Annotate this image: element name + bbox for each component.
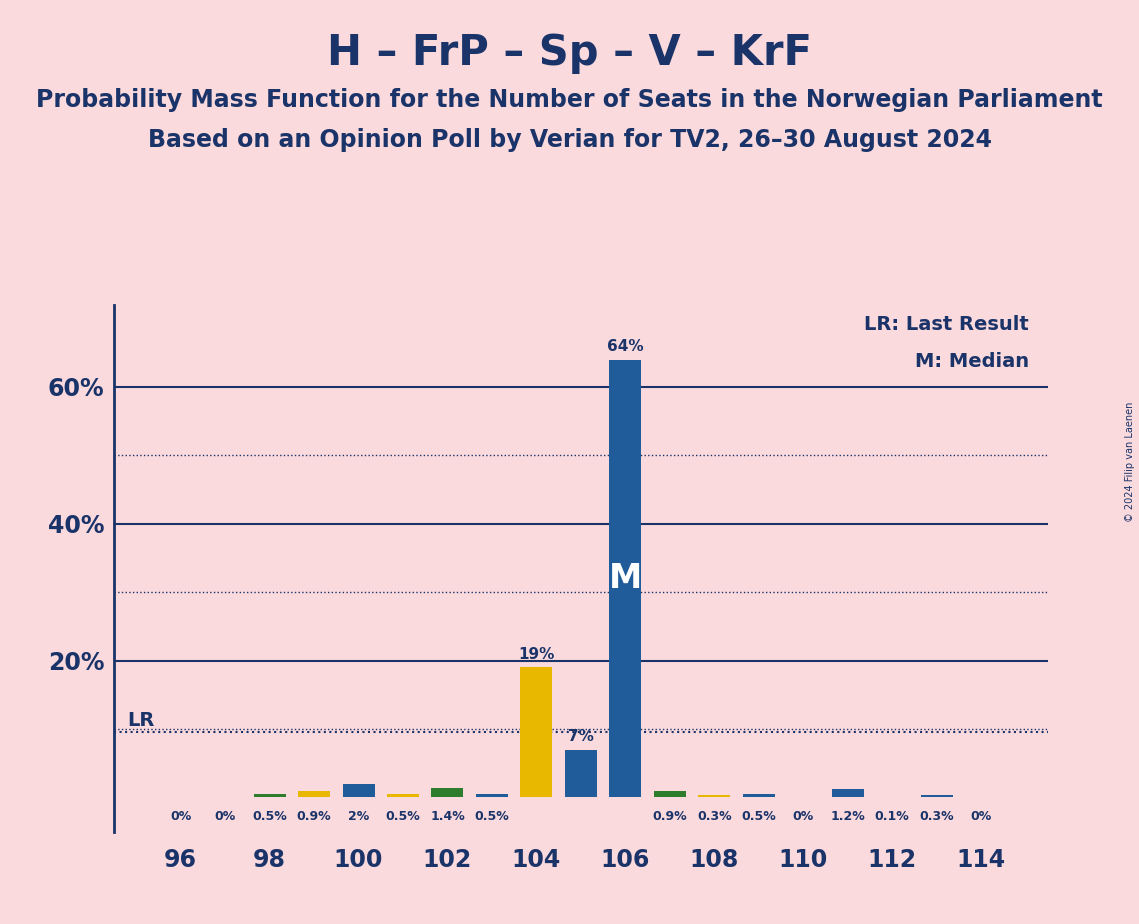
Text: 0.9%: 0.9% — [653, 809, 687, 822]
Text: 0.9%: 0.9% — [297, 809, 331, 822]
Text: 64%: 64% — [607, 339, 644, 354]
Text: 0.5%: 0.5% — [386, 809, 420, 822]
Text: Probability Mass Function for the Number of Seats in the Norwegian Parliament: Probability Mass Function for the Number… — [36, 88, 1103, 112]
Bar — [654, 791, 686, 797]
Text: 0%: 0% — [170, 809, 191, 822]
Text: H – FrP – Sp – V – KrF: H – FrP – Sp – V – KrF — [327, 32, 812, 74]
Text: M: Median: M: Median — [915, 352, 1030, 371]
Text: © 2024 Filip van Laenen: © 2024 Filip van Laenen — [1125, 402, 1134, 522]
Text: M: M — [608, 562, 642, 595]
Bar — [920, 796, 952, 797]
Bar — [609, 359, 641, 797]
Text: 0.5%: 0.5% — [252, 809, 287, 822]
Bar — [476, 794, 508, 797]
Bar — [432, 788, 464, 797]
Bar — [298, 791, 330, 797]
Text: LR: LR — [128, 711, 155, 730]
Bar — [743, 794, 775, 797]
Bar — [698, 796, 730, 797]
Bar — [831, 789, 863, 797]
Bar — [254, 794, 286, 797]
Text: Based on an Opinion Poll by Verian for TV2, 26–30 August 2024: Based on an Opinion Poll by Verian for T… — [147, 128, 992, 152]
Text: 0%: 0% — [793, 809, 814, 822]
Text: 2%: 2% — [347, 809, 369, 822]
Text: 0.1%: 0.1% — [875, 809, 910, 822]
Text: 0.3%: 0.3% — [697, 809, 731, 822]
Text: 0.5%: 0.5% — [475, 809, 509, 822]
Text: 0.5%: 0.5% — [741, 809, 776, 822]
Text: 0%: 0% — [214, 809, 236, 822]
Text: LR: Last Result: LR: Last Result — [865, 315, 1030, 334]
Text: 0%: 0% — [970, 809, 992, 822]
Bar — [565, 749, 597, 797]
Text: 1.2%: 1.2% — [830, 809, 866, 822]
Bar — [521, 667, 552, 797]
Text: 19%: 19% — [518, 647, 555, 662]
Text: 1.4%: 1.4% — [431, 809, 465, 822]
Bar — [387, 794, 419, 797]
Text: 7%: 7% — [568, 729, 593, 744]
Bar — [343, 784, 375, 797]
Text: 0.3%: 0.3% — [919, 809, 954, 822]
